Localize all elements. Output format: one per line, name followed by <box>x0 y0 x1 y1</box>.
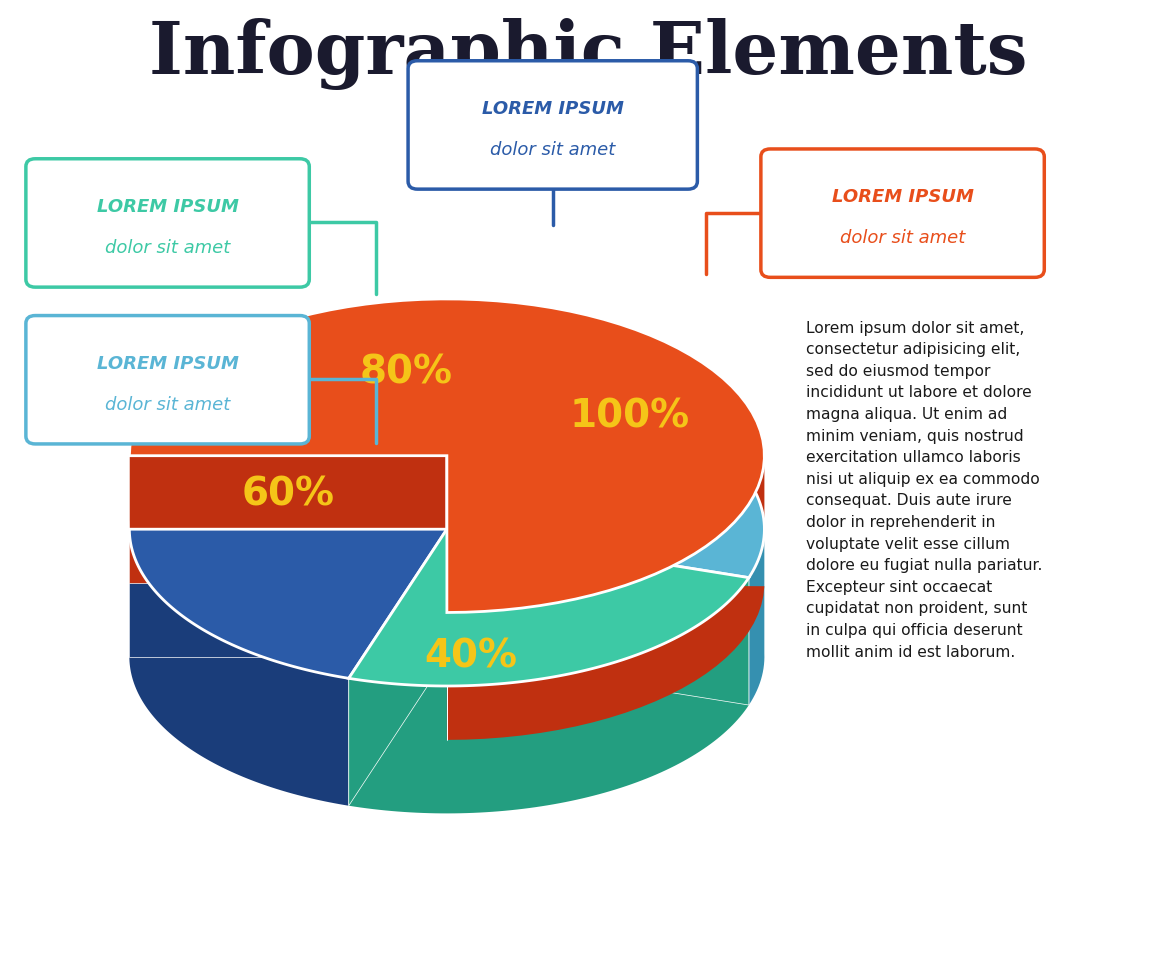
FancyBboxPatch shape <box>26 316 309 444</box>
Text: dolor sit amet: dolor sit amet <box>490 141 615 159</box>
FancyBboxPatch shape <box>408 61 697 189</box>
Text: 100%: 100% <box>569 398 689 435</box>
Polygon shape <box>749 526 764 705</box>
Polygon shape <box>129 299 764 529</box>
Polygon shape <box>129 456 447 583</box>
Text: LOREM IPSUM: LOREM IPSUM <box>96 198 239 217</box>
Polygon shape <box>349 529 749 686</box>
FancyBboxPatch shape <box>761 149 1044 277</box>
Polygon shape <box>447 529 749 705</box>
Text: LOREM IPSUM: LOREM IPSUM <box>482 100 623 119</box>
Text: dolor sit amet: dolor sit amet <box>105 239 230 257</box>
Text: Lorem ipsum dolor sit amet,
consectetur adipisicing elit,
sed do eiusmod tempor
: Lorem ipsum dolor sit amet, consectetur … <box>806 320 1042 660</box>
Text: 80%: 80% <box>359 354 453 391</box>
Polygon shape <box>349 577 749 813</box>
Polygon shape <box>129 529 349 806</box>
Text: 40%: 40% <box>423 638 517 675</box>
Text: LOREM IPSUM: LOREM IPSUM <box>96 355 239 373</box>
Polygon shape <box>447 372 764 577</box>
Polygon shape <box>447 529 749 705</box>
Polygon shape <box>129 456 764 740</box>
Text: 60%: 60% <box>241 476 335 514</box>
Text: LOREM IPSUM: LOREM IPSUM <box>831 188 974 207</box>
Polygon shape <box>129 299 764 612</box>
Text: Infographic Elements: Infographic Elements <box>148 18 1028 90</box>
Polygon shape <box>129 529 447 678</box>
Polygon shape <box>129 529 447 657</box>
Polygon shape <box>129 456 447 529</box>
Polygon shape <box>349 529 447 806</box>
FancyBboxPatch shape <box>26 159 309 287</box>
Polygon shape <box>349 529 447 806</box>
Text: dolor sit amet: dolor sit amet <box>840 229 965 247</box>
Text: dolor sit amet: dolor sit amet <box>105 396 230 414</box>
